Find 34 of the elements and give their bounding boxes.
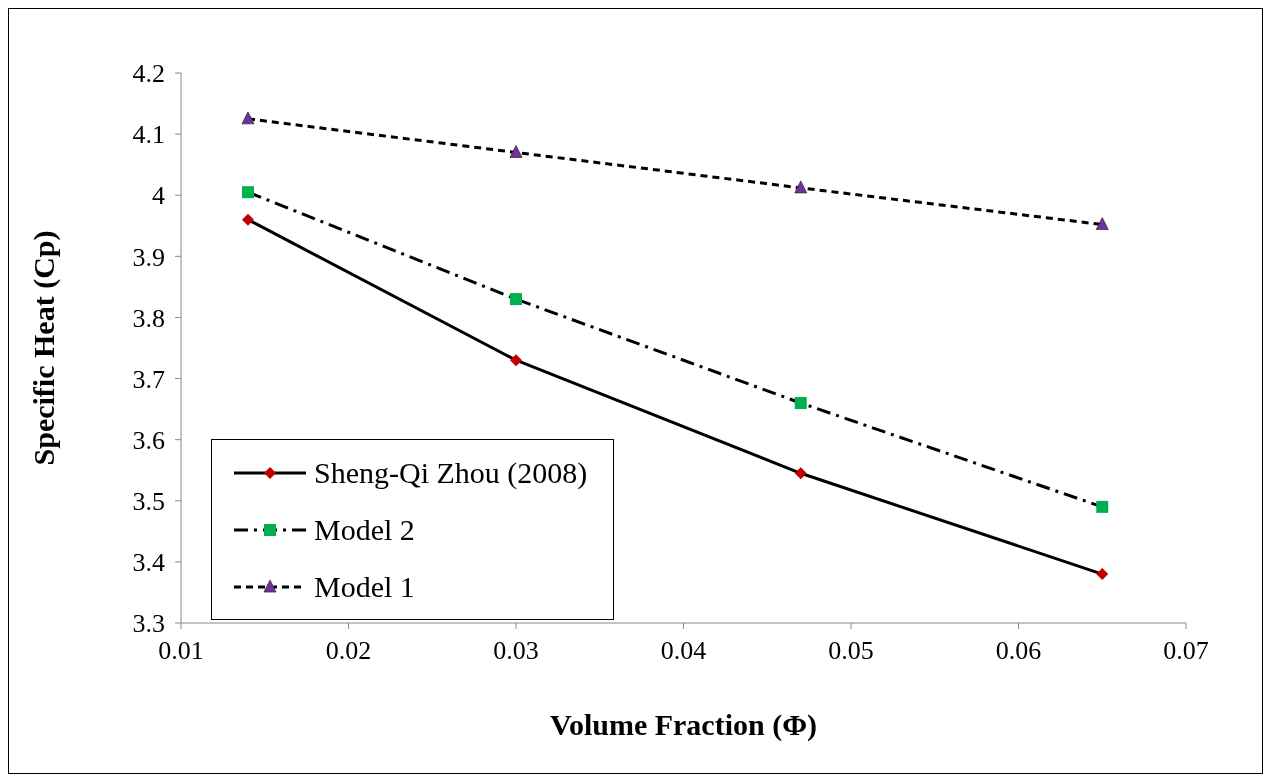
legend-label: Model 2: [314, 512, 415, 547]
y-tick-label: 3.8: [132, 303, 165, 333]
legend-label: Sheng-Qi Zhou (2008): [314, 455, 588, 490]
x-axis-title: Volume Fraction (Φ): [549, 708, 818, 742]
y-tick-label: 4: [152, 181, 165, 211]
point: [1095, 217, 1109, 230]
y-tick-label: 3.7: [132, 364, 165, 394]
y-tick-label: 4.2: [132, 59, 165, 89]
x-tick-label: 0.02: [325, 636, 372, 666]
y-tick-label: 3.6: [132, 425, 165, 455]
point: [242, 213, 254, 226]
point: [1096, 500, 1109, 513]
y-tick-label: 3.3: [132, 609, 165, 639]
x-tick-label: 0.04: [660, 636, 707, 666]
point: [242, 186, 254, 199]
point: [794, 397, 807, 409]
x-tick-label: 0.06: [995, 636, 1042, 666]
point: [509, 145, 523, 158]
y-axis-title: Specific Heat (Cp): [26, 230, 61, 466]
point: [1096, 568, 1109, 581]
x-tick-label: 0.05: [828, 636, 874, 666]
point: [510, 354, 522, 367]
point: [794, 180, 808, 194]
point: [241, 111, 255, 125]
x-tick-label: 0.01: [158, 636, 204, 666]
y-tick-label: 3.4: [132, 548, 165, 578]
x-tick-label: 0.03: [493, 636, 539, 666]
y-tick-label: 3.9: [132, 242, 165, 272]
y-tick-label: 3.5: [132, 487, 165, 517]
y-tick-label: 4.1: [132, 120, 165, 150]
point: [510, 293, 522, 306]
point: [794, 467, 807, 480]
x-tick-label: 0.07: [1163, 636, 1209, 666]
legend-label: Model 1: [314, 569, 415, 604]
